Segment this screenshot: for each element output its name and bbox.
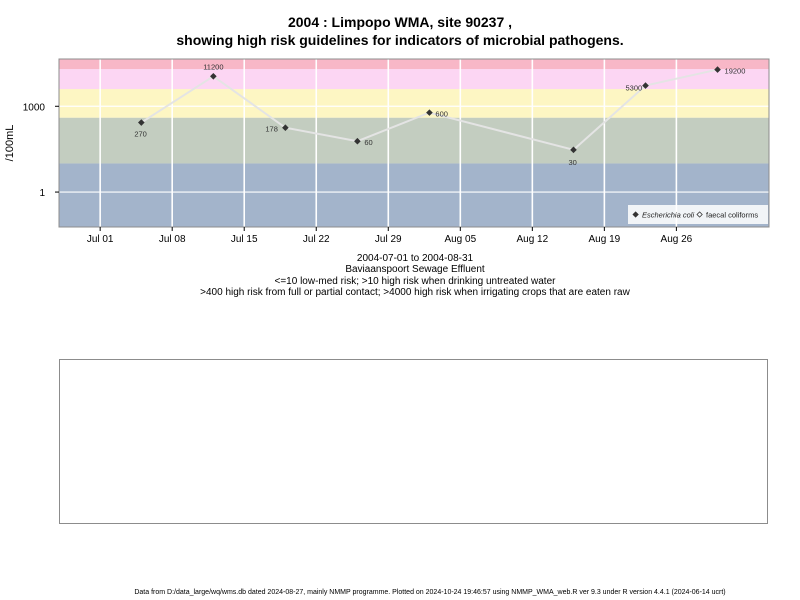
legend-marker-1 bbox=[696, 211, 703, 218]
x-tick-label-1: Jul 08 bbox=[159, 234, 186, 245]
legend-box bbox=[628, 205, 768, 224]
data-point-0-7 bbox=[714, 66, 721, 73]
x-tick-label-6: Aug 12 bbox=[516, 234, 548, 245]
plot-frame bbox=[58, 58, 770, 228]
y-tick-label-0: 1 bbox=[39, 188, 45, 199]
x-tick-label-3: Jul 22 bbox=[303, 234, 330, 245]
data-labels: 270 11200 178 60 600 30 5300 19200 bbox=[134, 62, 745, 167]
x-tick-label-4: Jul 29 bbox=[375, 234, 402, 245]
x-tick-label-2: Jul 15 bbox=[231, 234, 258, 245]
risk-band-1 bbox=[59, 117, 769, 164]
grid-lines bbox=[59, 59, 769, 227]
caption-guideline-contact: >400 high risk from full or partial cont… bbox=[200, 287, 630, 298]
data-label-0-7: 19200 bbox=[725, 67, 746, 76]
data-label-0-1: 11200 bbox=[203, 62, 223, 71]
axes: Jul 01 Jul 08 Jul 15 Jul 22 Jul 29 Aug 05 Aug … bbox=[4, 102, 693, 245]
data-point-0-0 bbox=[138, 119, 145, 126]
data-points bbox=[138, 66, 721, 154]
risk-band-3 bbox=[59, 69, 769, 90]
legend-marker-0 bbox=[632, 211, 639, 218]
legend-label-1: faecal coliforms bbox=[706, 211, 758, 220]
data-point-0-3 bbox=[354, 137, 361, 145]
series-lines bbox=[140, 68, 718, 151]
y-tick-label-1: 1000 bbox=[23, 102, 46, 113]
legend-label-0: Escherichia coli bbox=[642, 211, 694, 220]
data-label-0-2: 178 bbox=[265, 125, 278, 134]
x-tick-label-0: Jul 01 bbox=[87, 234, 114, 245]
data-point-0-6 bbox=[642, 82, 649, 89]
data-label-0-3: 60 bbox=[364, 138, 372, 147]
data-label-0-6: 5300 bbox=[626, 84, 643, 93]
data-point-0-4 bbox=[426, 109, 433, 116]
chart-subtitle: showing high risk guidelines for indicat… bbox=[176, 32, 624, 48]
data-point-0-2 bbox=[282, 124, 289, 132]
data-label-0-5: 30 bbox=[568, 158, 576, 167]
footer-note: Data from D:/data_large/wq/wms.db dated … bbox=[134, 589, 726, 596]
caption-date-range: 2004-07-01 to 2004-08-31 bbox=[356, 253, 474, 264]
data-point-0-5 bbox=[570, 146, 577, 154]
microbial-pathogen-chart: Jul 01 Jul 08 Jul 15 Jul 22 Jul 29 Aug 05 Aug … bbox=[4, 58, 770, 245]
series-line-0 bbox=[140, 68, 718, 151]
x-tick-label-8: Aug 26 bbox=[661, 234, 693, 245]
risk-band-4 bbox=[59, 59, 769, 70]
caption-site-name: Baviaanspoort Sewage Effluent bbox=[345, 264, 485, 275]
x-tick-label-7: Aug 19 bbox=[589, 234, 621, 245]
data-label-0-0: 270 bbox=[134, 130, 147, 139]
x-tick-label-5: Aug 05 bbox=[444, 234, 476, 245]
data-point-0-1 bbox=[210, 72, 217, 80]
y-axis-label: /100mL bbox=[4, 125, 16, 162]
data-label-0-4: 600 bbox=[435, 110, 448, 119]
chart-title: 2004 : Limpopo WMA, site 90237 , bbox=[287, 14, 513, 30]
caption-guideline-drinking: <=10 low-med risk; >10 high risk when dr… bbox=[274, 276, 556, 287]
risk-bands bbox=[59, 59, 769, 227]
risk-band-2 bbox=[59, 89, 769, 118]
legend: Escherichia coli faecal coliforms bbox=[628, 205, 768, 224]
empty-plot-panel bbox=[59, 359, 768, 524]
